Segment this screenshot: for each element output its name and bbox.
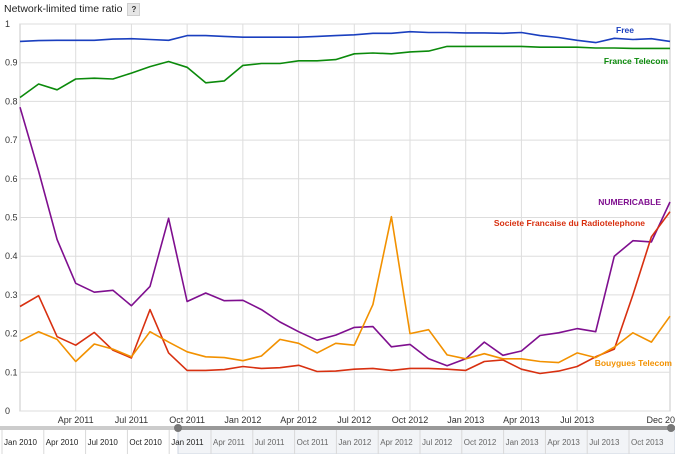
navigator-scrollbar-thumb[interactable] <box>178 426 675 430</box>
x-tick-label: Jul 2011 <box>115 415 148 425</box>
grid <box>19 23 671 412</box>
navigator-date-label: Jan 2012 <box>338 438 371 447</box>
series-label-numericable: NUMERICABLE <box>598 197 661 207</box>
navigator-date-label: Jul 2013 <box>589 438 620 447</box>
x-tick-label: Jul 2012 <box>337 415 371 425</box>
series-line-societe-francaise-du-radiotelephone <box>19 211 671 375</box>
y-tick-label: 0.4 <box>5 251 18 261</box>
series-lines <box>19 30 671 375</box>
x-tick-label: Dec 20 <box>646 415 675 425</box>
navigator-date-label: Jul 2011 <box>255 438 285 447</box>
series-label-france-telecom: France Telecom <box>604 56 669 66</box>
y-tick-label: 0.9 <box>5 58 18 68</box>
series-label-societe-francaise-du-radiotelephone: Societe Francaise du Radiotelephone <box>494 218 645 228</box>
y-tick-label: 0.5 <box>5 213 18 223</box>
navigator-date-label: Apr 2013 <box>547 438 580 447</box>
y-tick-label: 0.8 <box>5 96 18 106</box>
navigator-date-label: Apr 2010 <box>46 438 79 447</box>
y-tick-label: 0.6 <box>5 174 18 184</box>
series-label-free: Free <box>616 25 634 35</box>
y-tick-label: 0 <box>5 406 10 416</box>
series-line-france-telecom <box>19 45 670 99</box>
navigator-right-handle[interactable] <box>667 424 675 432</box>
navigator-selection[interactable] <box>177 427 675 454</box>
series-line-bouygues-telecom <box>19 215 671 364</box>
x-tick-label: Apr 2011 <box>58 415 94 425</box>
x-tick-label: Jul 2013 <box>560 415 594 425</box>
navigator-date-label: Oct 2010 <box>129 438 162 447</box>
y-tick-label: 1 <box>5 19 10 29</box>
navigator-date-label: Oct 2013 <box>631 438 664 447</box>
navigator-date-label: Oct 2011 <box>297 438 329 447</box>
navigator-date-label: Jul 2012 <box>422 438 453 447</box>
x-tick-label: Jan 2013 <box>447 415 484 425</box>
navigator-date-label: Apr 2012 <box>380 438 413 447</box>
y-tick-label: 0.7 <box>5 135 18 145</box>
navigator-left-handle[interactable] <box>174 424 182 432</box>
range-navigator[interactable]: Jan 2010 Apr 2010 Jul 2010 Oct 2010 Jan 2011… <box>0 424 675 454</box>
y-tick-label: 0.2 <box>5 329 18 339</box>
navigator-date-label: Jan 2013 <box>506 438 539 447</box>
navigator-date-label: Jul 2010 <box>88 438 119 447</box>
navigator-date-label: Jan 2011 <box>171 438 204 447</box>
navigator-date-label: Apr 2011 <box>213 438 245 447</box>
navigator-date-label: Jan 2010 <box>4 438 37 447</box>
x-tick-label: Jan 2012 <box>224 415 261 425</box>
x-tick-label: Apr 2013 <box>503 415 540 425</box>
x-tick-label: Oct 2012 <box>392 415 429 425</box>
series-label-bouygues-telecom: Bouygues Telecom <box>595 358 673 368</box>
y-tick-label: 0.1 <box>5 367 18 377</box>
y-axis-ticks: 0 0.1 0.2 0.3 0.4 0.5 0.6 0.7 0.8 0.9 1 <box>5 19 18 416</box>
series-line-free <box>19 30 671 44</box>
y-tick-label: 0.3 <box>5 290 18 300</box>
x-tick-label: Oct 2011 <box>169 415 205 425</box>
chart-title: Network-limited time ratio <box>4 3 123 15</box>
navigator-date-label: Oct 2012 <box>464 438 497 447</box>
series-labels: Free France Telecom NUMERICABLE Societe Fra… <box>494 25 673 368</box>
series-line-numericable <box>19 106 671 367</box>
help-icon[interactable]: ? <box>127 2 141 16</box>
x-axis-ticks: Apr 2011 Jul 2011 Oct 2011 Jan 2012 Apr 2012… <box>58 415 675 425</box>
chart-title-row: Network-limited time ratio ? <box>4 2 141 16</box>
x-tick-label: Apr 2012 <box>280 415 317 425</box>
